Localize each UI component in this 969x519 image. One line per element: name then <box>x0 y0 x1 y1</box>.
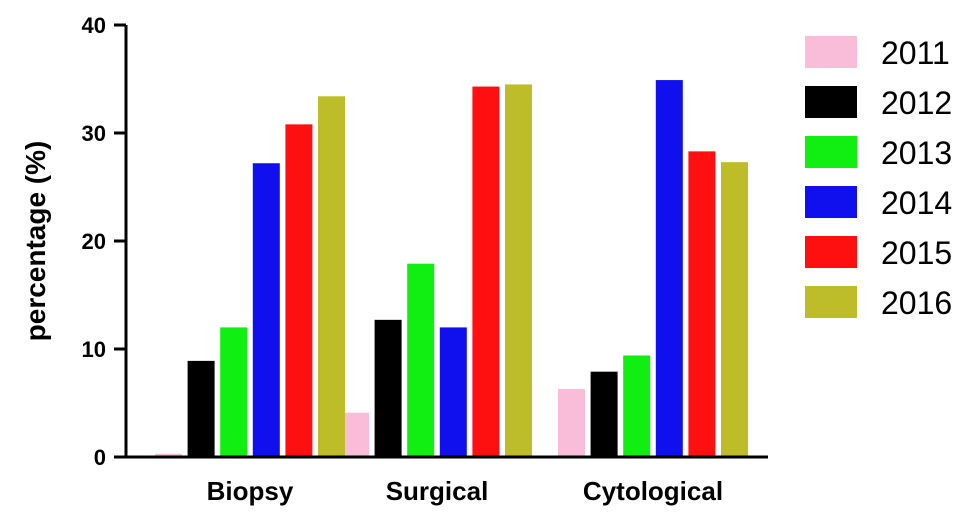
legend-label: 2011 <box>881 35 950 71</box>
bar-2014-surgical <box>439 327 467 457</box>
legend-swatch <box>805 186 857 218</box>
bar-2013-surgical <box>407 263 435 457</box>
legend-label: 2014 <box>881 185 952 221</box>
x-category-label: Cytological <box>583 476 723 506</box>
legend-swatch <box>805 136 857 168</box>
bar-2012-cytological <box>590 371 618 457</box>
legend-label: 2013 <box>881 135 952 171</box>
legend-label: 2012 <box>881 85 952 121</box>
y-tick-label: 30 <box>82 121 106 146</box>
bar-2015-biopsy <box>285 124 313 458</box>
legend-swatch <box>805 36 857 68</box>
bar-2013-biopsy <box>220 327 248 457</box>
y-tick-label: 0 <box>94 445 106 470</box>
bar-2016-biopsy <box>318 96 345 457</box>
bar-2016-cytological <box>721 162 748 457</box>
legend-label: 2016 <box>881 285 952 321</box>
bar-2016-surgical <box>505 84 532 458</box>
bar-2011-biopsy <box>155 453 182 457</box>
bar-2015-surgical <box>472 86 500 457</box>
legend-item: 2016 <box>805 285 952 321</box>
bar-2015-cytological <box>688 151 716 458</box>
legend-item: 2015 <box>805 235 952 271</box>
legend-swatch <box>805 286 857 318</box>
bar-2014-biopsy <box>252 163 280 458</box>
bars <box>155 80 748 458</box>
bar-2012-biopsy <box>187 360 215 457</box>
legend-label: 2015 <box>881 235 952 271</box>
x-category-labels: Biopsy Surgical Cytological <box>207 476 723 506</box>
y-tick-label: 10 <box>82 337 106 362</box>
legend: 2011 2012 2013 2014 2015 2016 <box>805 35 952 321</box>
bar-2011-surgical <box>342 412 369 457</box>
bar-2014-cytological <box>655 80 683 457</box>
legend-item: 2011 <box>805 35 950 71</box>
legend-item: 2013 <box>805 135 952 171</box>
x-category-label: Biopsy <box>207 476 294 506</box>
y-ticks: 0 10 20 30 40 <box>82 13 126 470</box>
legend-item: 2014 <box>805 185 952 221</box>
legend-item: 2012 <box>805 85 952 121</box>
y-tick-label: 40 <box>82 13 106 38</box>
bar-2012-surgical <box>374 319 402 457</box>
bar-2013-cytological <box>623 355 651 457</box>
legend-swatch <box>805 86 857 118</box>
x-category-label: Surgical <box>386 476 489 506</box>
y-tick-label: 20 <box>82 229 106 254</box>
y-axis-title: percentage (%) <box>20 141 51 342</box>
bar-2011-cytological <box>558 388 585 457</box>
legend-swatch <box>805 236 857 268</box>
